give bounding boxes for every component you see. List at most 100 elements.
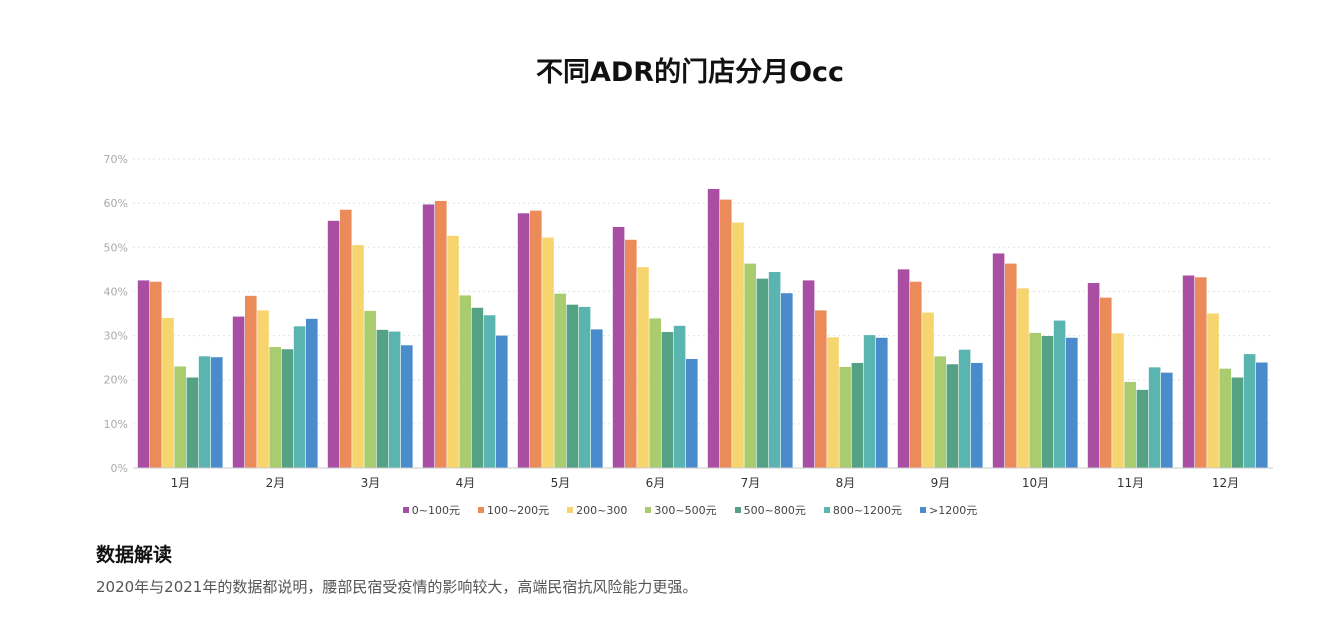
bar-4月-300~500元 bbox=[459, 295, 471, 468]
legend-item[interactable]: 0~100元 bbox=[402, 502, 460, 518]
bar-10月-300~500元 bbox=[1029, 332, 1041, 468]
bar-2月->1200元 bbox=[306, 318, 318, 468]
legend-item[interactable]: 200~300 bbox=[567, 502, 627, 518]
legend-swatch bbox=[645, 507, 652, 513]
bar-3月-0~100元 bbox=[327, 220, 340, 468]
bar-4月-200~300 bbox=[447, 235, 459, 468]
x-tick-label: 9月 bbox=[931, 476, 951, 490]
legend-label: >1200元 bbox=[929, 504, 978, 517]
bar-1月-0~100元 bbox=[137, 280, 150, 468]
legend-label: 200~300 bbox=[576, 503, 628, 517]
bar-1月-100~200元 bbox=[150, 281, 162, 468]
x-tick-label: 3月 bbox=[361, 476, 381, 490]
bar-11月-200~300 bbox=[1112, 333, 1124, 468]
chart-title: 不同ADR的门店分月Occ bbox=[535, 57, 845, 88]
y-tick-label: 70% bbox=[104, 153, 128, 166]
bar-9月-0~100元 bbox=[897, 269, 910, 468]
legend-item[interactable]: 100~200元 bbox=[477, 502, 550, 518]
bar-6月->1200元 bbox=[686, 358, 698, 468]
bar-10月->1200元 bbox=[1066, 337, 1078, 468]
bar-4月-800~1200元 bbox=[483, 315, 496, 468]
y-tick-label: 20% bbox=[104, 374, 128, 387]
legend-swatch bbox=[823, 507, 830, 513]
bar-1月-800~1200元 bbox=[198, 356, 211, 468]
y-tick-label: 40% bbox=[104, 285, 128, 298]
bar-9月-800~1200元 bbox=[958, 349, 971, 468]
bar-9月-100~200元 bbox=[910, 281, 922, 468]
bar-10月-800~1200元 bbox=[1053, 320, 1066, 468]
legend-label: 0~100元 bbox=[411, 504, 460, 517]
x-tick-label: 7月 bbox=[741, 476, 761, 490]
bar-8月-0~100元 bbox=[802, 280, 815, 468]
legend-label: 800~1200元 bbox=[832, 504, 903, 517]
bar-4月-0~100元 bbox=[422, 204, 435, 468]
bar-5月-0~100元 bbox=[517, 213, 530, 468]
bar-8月-800~1200元 bbox=[863, 335, 876, 468]
legend-swatch bbox=[920, 507, 927, 513]
legend-item[interactable]: 500~800元 bbox=[734, 502, 806, 518]
bar-7月-800~1200元 bbox=[768, 272, 781, 468]
bar-1月-500~800元 bbox=[186, 377, 199, 468]
bar-7月->1200元 bbox=[781, 293, 793, 468]
x-tick-label: 1月 bbox=[171, 476, 191, 490]
bar-12月-100~200元 bbox=[1195, 277, 1207, 468]
bar-12月-0~100元 bbox=[1182, 275, 1195, 468]
bar-11月-0~100元 bbox=[1087, 283, 1100, 468]
legend-label: 100~200元 bbox=[486, 504, 550, 517]
bar-1月->1200元 bbox=[211, 357, 223, 468]
bar-5月-800~1200元 bbox=[578, 306, 591, 468]
bar-2月-800~1200元 bbox=[293, 326, 306, 468]
bar-11月->1200元 bbox=[1161, 372, 1173, 468]
bar-1月-200~300 bbox=[162, 317, 174, 468]
bar-8月-200~300 bbox=[827, 337, 839, 468]
section-heading-text: 数据解读 bbox=[96, 544, 173, 566]
bar-3月-300~500元 bbox=[364, 310, 376, 468]
legend-label: 300~500元 bbox=[654, 504, 717, 517]
y-tick-label: 60% bbox=[104, 197, 128, 210]
x-tick-label: 8月 bbox=[836, 476, 856, 490]
bar-8月-100~200元 bbox=[815, 310, 827, 468]
bar-7月-0~100元 bbox=[707, 189, 720, 468]
bar-5月->1200元 bbox=[591, 329, 603, 468]
x-tick-label: 5月 bbox=[551, 476, 571, 490]
legend-item[interactable]: >1200元 bbox=[920, 502, 977, 518]
bar-8月-300~500元 bbox=[839, 366, 851, 468]
bar-11月-800~1200元 bbox=[1148, 367, 1161, 468]
bar-7月-200~300 bbox=[732, 222, 744, 468]
x-tick-label: 4月 bbox=[456, 476, 476, 490]
bar-chart: 0% 10% 20% 30% 40% 50% 60% 70% 1月 2月 3月 4月 5月 6月 7月 8月 9… bbox=[104, 153, 1273, 490]
bar-11月-100~200元 bbox=[1100, 297, 1112, 468]
bar-1月-300~500元 bbox=[174, 366, 186, 468]
bar-6月-100~200元 bbox=[625, 239, 637, 468]
bar-5月-300~500元 bbox=[554, 293, 566, 468]
bar-3月-500~800元 bbox=[376, 329, 389, 468]
bar-7月-300~500元 bbox=[744, 263, 756, 468]
bar-9月-200~300 bbox=[922, 312, 934, 468]
bar-8月-500~800元 bbox=[851, 362, 864, 468]
bar-5月-200~300 bbox=[542, 237, 554, 468]
chart-legend: 0~100元 100~200元 200~300 300~500元 500~800元 800… bbox=[0, 502, 1330, 518]
bar-10月-0~100元 bbox=[992, 253, 1005, 468]
bar-2月-0~100元 bbox=[232, 316, 245, 468]
bar-4月-100~200元 bbox=[435, 200, 447, 468]
bar-12月-300~500元 bbox=[1219, 368, 1231, 468]
x-tick-label: 11月 bbox=[1117, 476, 1144, 490]
legend-item[interactable]: 800~1200元 bbox=[823, 502, 903, 518]
bar-7月-100~200元 bbox=[720, 199, 732, 468]
section-heading: 数据解读 bbox=[96, 540, 173, 568]
legend-swatch bbox=[402, 507, 409, 513]
x-tick-label: 2月 bbox=[266, 476, 286, 490]
bar-12月-500~800元 bbox=[1231, 377, 1244, 468]
legend-swatch bbox=[734, 507, 741, 513]
bar-3月->1200元 bbox=[401, 345, 413, 468]
bar-5月-100~200元 bbox=[530, 210, 542, 468]
bar-6月-800~1200元 bbox=[673, 325, 686, 468]
legend-item[interactable]: 300~500元 bbox=[645, 502, 717, 518]
y-tick-label: 10% bbox=[104, 418, 128, 431]
bar-6月-300~500元 bbox=[649, 318, 661, 468]
bar-4月-500~800元 bbox=[471, 307, 484, 468]
bar-9月->1200元 bbox=[971, 362, 983, 468]
legend-swatch bbox=[567, 507, 574, 513]
bar-10月-200~300 bbox=[1017, 288, 1029, 468]
bar-7月-500~800元 bbox=[756, 278, 769, 468]
